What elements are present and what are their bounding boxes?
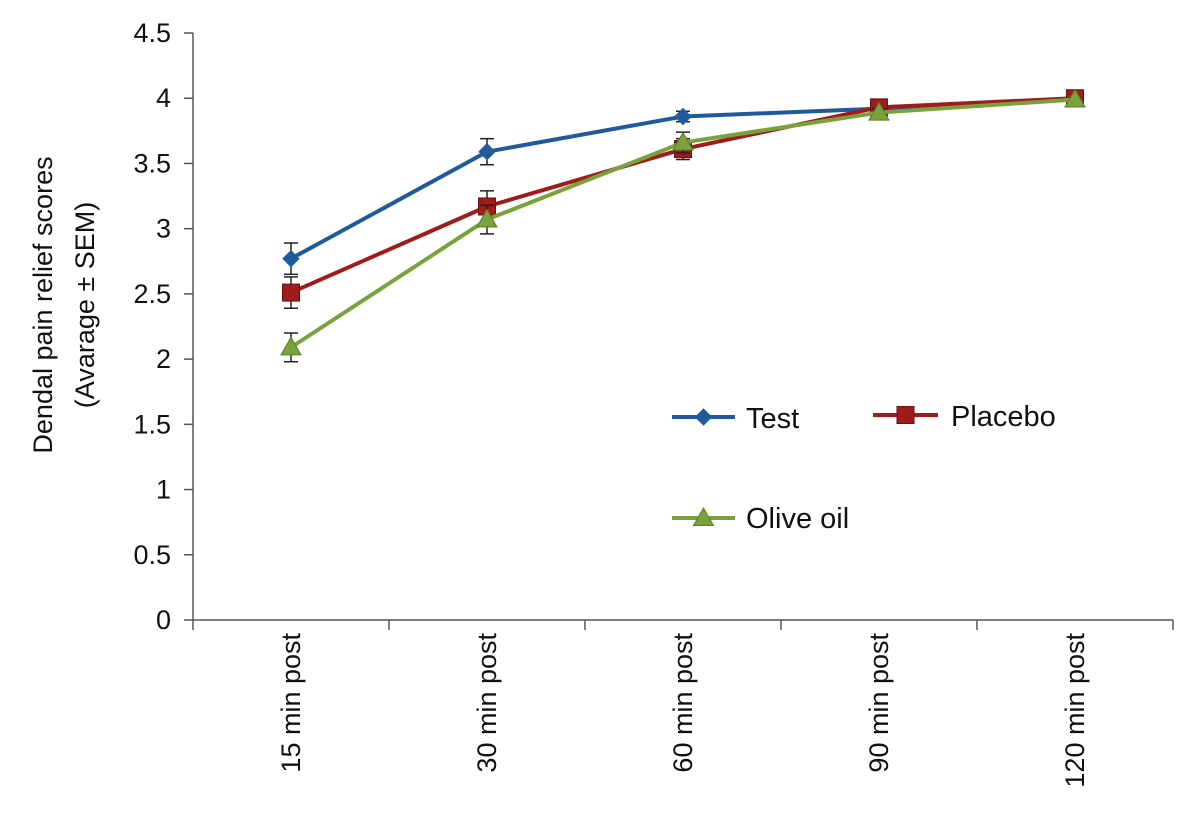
x-tick-label: 120 min post — [1060, 633, 1090, 788]
data-point-test — [478, 142, 496, 161]
y-tick-label: 4.5 — [133, 18, 171, 48]
y-axis-subtitle: (Avarage ± SEM) — [70, 202, 100, 408]
data-point-olive-oil — [868, 101, 890, 121]
data-point-olive-oil — [280, 336, 302, 356]
y-tick-label: 1.5 — [133, 409, 171, 439]
y-axis-ticks: 0 0.5 1 1.5 2 2.5 3 3.5 4 4.5 — [133, 18, 193, 635]
legend-item-olive-oil: Olive oil — [672, 503, 849, 535]
x-tick-label: 30 min post — [472, 633, 502, 773]
y-tick-label: 3.5 — [133, 148, 171, 178]
y-axis-title: Dendal pain relief scores — [28, 156, 58, 453]
x-tick-label: 90 min post — [864, 633, 894, 773]
data-point-test — [282, 249, 300, 268]
y-tick-label: 2.5 — [133, 279, 171, 309]
axes — [192, 33, 1173, 621]
series-test — [282, 89, 1084, 276]
legend-item-test: Test — [672, 403, 799, 435]
x-tick-label: 60 min post — [668, 633, 698, 773]
legend-marker — [896, 406, 915, 424]
legend-item-placebo: Placebo — [873, 401, 1056, 433]
legend-marker — [694, 408, 713, 426]
series-olive-oil — [280, 88, 1086, 363]
y-tick-label: 0.5 — [133, 540, 171, 570]
legend-label: Test — [746, 403, 799, 435]
series-layer — [280, 88, 1086, 363]
data-point-test — [674, 107, 692, 126]
y-tick-label: 0 — [156, 605, 171, 635]
y-tick-label: 2 — [156, 344, 171, 374]
data-point-olive-oil — [476, 208, 498, 228]
data-point-placebo — [282, 283, 300, 302]
x-tick-label: 15 min post — [276, 633, 306, 773]
y-tick-label: 1 — [156, 475, 171, 505]
x-axis-ticks: 15 min post 30 min post 60 min post 90 min … — [192, 620, 1174, 788]
data-point-olive-oil — [1064, 88, 1086, 108]
legend-label: Placebo — [951, 401, 1056, 433]
y-tick-label: 4 — [156, 83, 171, 113]
legend-label: Olive oil — [746, 503, 849, 535]
y-tick-label: 3 — [156, 214, 171, 244]
data-point-olive-oil — [672, 131, 694, 151]
legend-marker — [692, 506, 715, 526]
legend: Test Placebo Olive oil — [672, 401, 1056, 535]
